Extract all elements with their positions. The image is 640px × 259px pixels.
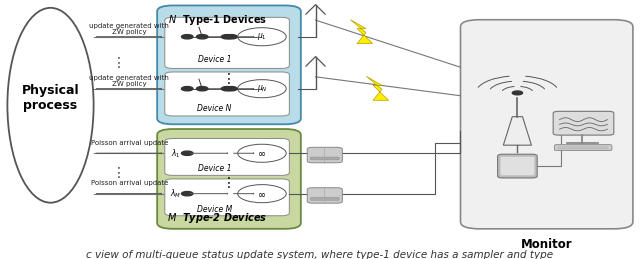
- Circle shape: [182, 87, 193, 91]
- Text: $\infty$: $\infty$: [257, 148, 266, 158]
- Text: $N$  Type-1 Devices: $N$ Type-1 Devices: [168, 13, 267, 27]
- Text: $\lambda_M$: $\lambda_M$: [170, 188, 181, 200]
- FancyBboxPatch shape: [157, 5, 301, 124]
- FancyBboxPatch shape: [307, 147, 342, 163]
- Text: ZW policy: ZW policy: [112, 81, 147, 87]
- Text: Monitor: Monitor: [521, 238, 573, 251]
- Text: Physical
process: Physical process: [22, 84, 79, 112]
- Text: c view of multi-queue status update system, where type-1 device has a sampler an: c view of multi-queue status update syst…: [86, 250, 554, 259]
- Text: $\mu_N$: $\mu_N$: [257, 83, 268, 94]
- Text: Poisson arrival update: Poisson arrival update: [90, 140, 168, 146]
- Text: $\infty$: $\infty$: [257, 189, 266, 199]
- FancyBboxPatch shape: [461, 20, 633, 229]
- Text: ⋮: ⋮: [222, 176, 236, 190]
- Text: Device N: Device N: [198, 104, 232, 113]
- Circle shape: [221, 35, 233, 39]
- Circle shape: [237, 144, 286, 162]
- FancyBboxPatch shape: [310, 197, 339, 200]
- Text: $M$  Type-2 Devices: $M$ Type-2 Devices: [167, 211, 268, 225]
- Text: ⋮: ⋮: [222, 72, 236, 86]
- Circle shape: [196, 87, 208, 91]
- Polygon shape: [366, 76, 388, 100]
- Polygon shape: [350, 20, 372, 44]
- Circle shape: [182, 35, 193, 39]
- Circle shape: [237, 185, 286, 203]
- FancyBboxPatch shape: [165, 139, 289, 175]
- Text: Device 1: Device 1: [198, 164, 232, 173]
- FancyBboxPatch shape: [553, 111, 614, 135]
- Text: update generated with: update generated with: [89, 75, 169, 81]
- Text: $\lambda_1$: $\lambda_1$: [170, 147, 180, 160]
- Circle shape: [226, 35, 237, 39]
- Text: ⋮: ⋮: [112, 167, 126, 181]
- Text: Poisson arrival update: Poisson arrival update: [90, 180, 168, 186]
- Ellipse shape: [8, 8, 93, 203]
- Text: Device 1: Device 1: [198, 55, 232, 64]
- Text: ZW policy: ZW policy: [112, 29, 147, 35]
- Text: Device M: Device M: [197, 205, 232, 214]
- Text: update generated with: update generated with: [89, 23, 169, 29]
- FancyBboxPatch shape: [500, 157, 534, 176]
- FancyBboxPatch shape: [307, 188, 342, 203]
- Polygon shape: [503, 117, 531, 145]
- Text: $\mu_1$: $\mu_1$: [257, 31, 267, 42]
- FancyBboxPatch shape: [554, 145, 612, 150]
- FancyBboxPatch shape: [165, 17, 289, 68]
- Circle shape: [237, 80, 286, 98]
- FancyBboxPatch shape: [497, 154, 537, 178]
- Circle shape: [196, 35, 208, 39]
- Circle shape: [512, 91, 522, 95]
- FancyBboxPatch shape: [165, 179, 289, 216]
- FancyBboxPatch shape: [157, 129, 301, 229]
- Circle shape: [182, 191, 193, 196]
- FancyBboxPatch shape: [310, 157, 339, 160]
- FancyBboxPatch shape: [165, 72, 289, 116]
- Circle shape: [226, 87, 237, 91]
- Circle shape: [221, 87, 233, 91]
- Circle shape: [237, 28, 286, 46]
- Text: ⋮: ⋮: [112, 56, 126, 70]
- Circle shape: [182, 151, 193, 155]
